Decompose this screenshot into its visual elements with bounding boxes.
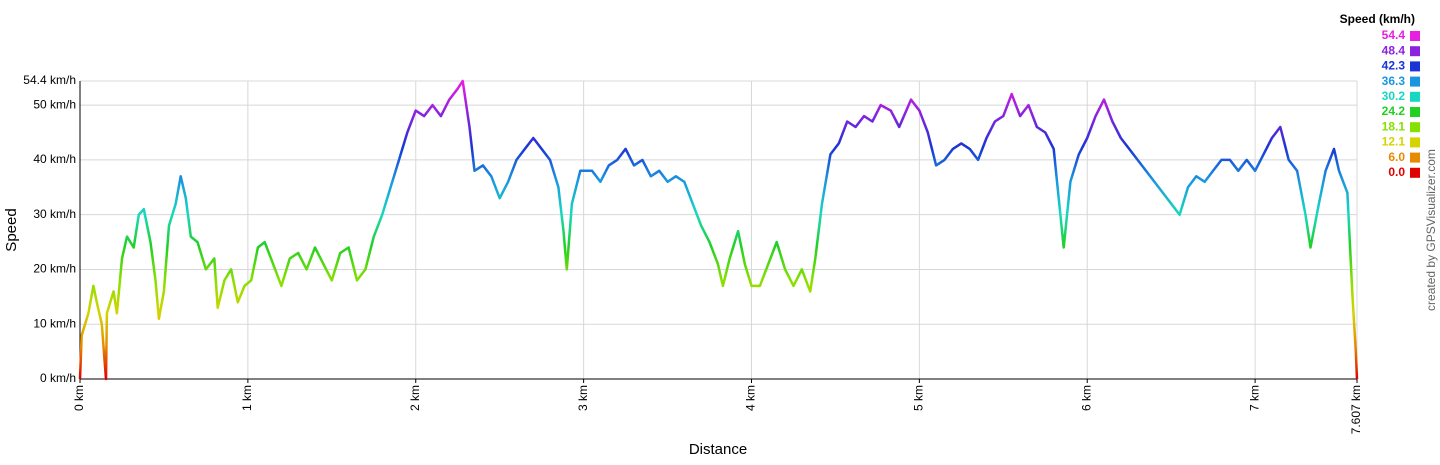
y-tick-label: 0 km/h	[40, 371, 76, 385]
legend-label: 54.4	[1382, 28, 1406, 42]
legend-label: 24.2	[1382, 104, 1406, 118]
legend-label: 42.3	[1382, 59, 1406, 73]
legend-label: 48.4	[1382, 43, 1406, 57]
x-tick-label: 7 km	[1247, 385, 1261, 411]
x-tick-label: 1 km	[240, 385, 254, 411]
x-tick-label: 4 km	[744, 385, 758, 411]
y-tick-label: 10 km/h	[33, 316, 76, 330]
x-tick-label: 7.607 km	[1349, 385, 1363, 434]
legend-swatch	[1410, 107, 1420, 117]
credit: created by GPSVisualizer.com	[1424, 149, 1438, 311]
legend-swatch	[1410, 31, 1420, 41]
legend-swatch	[1410, 152, 1420, 163]
legend-label: 36.3	[1382, 74, 1406, 88]
x-tick-label: 6 km	[1079, 385, 1093, 411]
x-tick-label: 2 km	[408, 385, 422, 411]
legend-label: 12.1	[1382, 135, 1406, 149]
x-axis-label: Distance	[689, 441, 747, 458]
speed-line	[78, 79, 1359, 381]
x-tick-label: 3 km	[576, 385, 590, 411]
legend-label: 0.0	[1388, 165, 1405, 179]
y-tick-label: 50 km/h	[33, 97, 76, 111]
legend-label: 30.2	[1382, 89, 1406, 103]
legend-label: 6.0	[1388, 150, 1405, 164]
legend-swatch	[1410, 137, 1420, 148]
x-tick-label: 5 km	[912, 385, 926, 411]
y-tick-label: 20 km/h	[33, 262, 76, 276]
legend-swatch	[1410, 122, 1420, 133]
legend-swatch	[1410, 61, 1420, 72]
legend-swatch	[1410, 91, 1420, 102]
x-tick-label: 0 km	[72, 385, 86, 411]
legend-swatch	[1410, 167, 1420, 178]
y-tick-label: 40 km/h	[33, 152, 76, 166]
y-tick-label: 54.4 km/h	[23, 73, 76, 87]
legend-label: 18.1	[1382, 119, 1406, 133]
y-tick-label: 30 km/h	[33, 207, 76, 221]
legend-title: Speed (km/h)	[1340, 12, 1415, 26]
y-axis-label: Speed	[3, 208, 20, 251]
legend-swatch	[1410, 46, 1420, 57]
legend-swatch	[1410, 76, 1420, 87]
